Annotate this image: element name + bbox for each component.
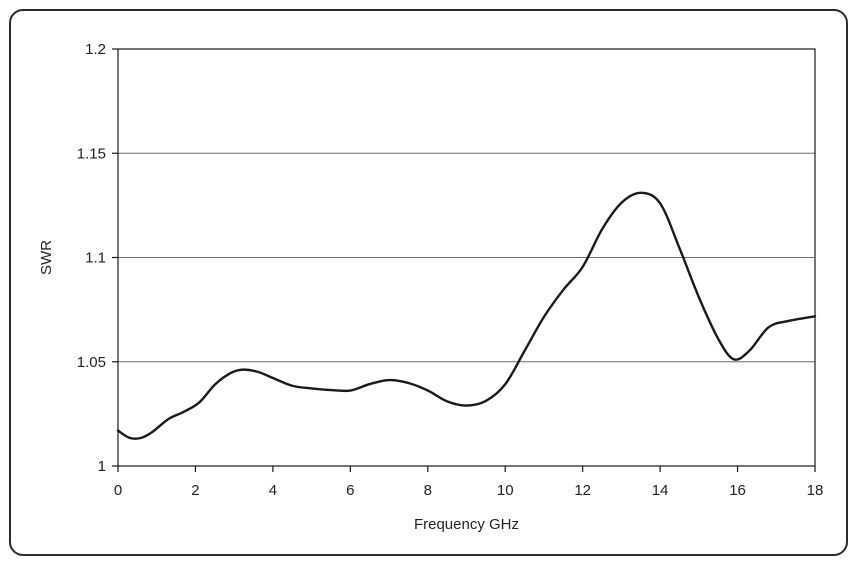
x-tick-label: 14: [652, 482, 669, 499]
y-tick-label: 1.1: [85, 250, 106, 267]
x-tick-label: 6: [346, 482, 354, 499]
x-axis-title: Frequency GHz: [414, 516, 519, 533]
y-tick-label: 1.2: [85, 41, 106, 58]
grid-layer: [118, 152, 815, 363]
x-tick-label: 8: [424, 482, 432, 499]
x-tick-label: 16: [729, 482, 746, 499]
x-tick-label: 10: [497, 482, 514, 499]
x-axis: 0 2 4 6 8 10 12 14 16 18: [114, 466, 824, 499]
series-line-swr: [116, 191, 817, 440]
series-layer: [116, 191, 817, 440]
x-tick-label: 18: [807, 482, 824, 499]
y-tick-label: 1.05: [77, 354, 106, 371]
y-tick-label: 1.15: [77, 145, 106, 162]
y-axis-title: SWR: [38, 240, 55, 275]
chart-frame: [9, 9, 848, 556]
x-tick-label: 0: [114, 482, 122, 499]
x-tick-label: 12: [574, 482, 591, 499]
x-tick-label: 4: [269, 482, 277, 499]
y-tick-label: 1: [98, 458, 106, 475]
y-axis: 1 1.05 1.1 1.15 1.2: [77, 41, 118, 475]
x-tick-label: 2: [191, 482, 199, 499]
